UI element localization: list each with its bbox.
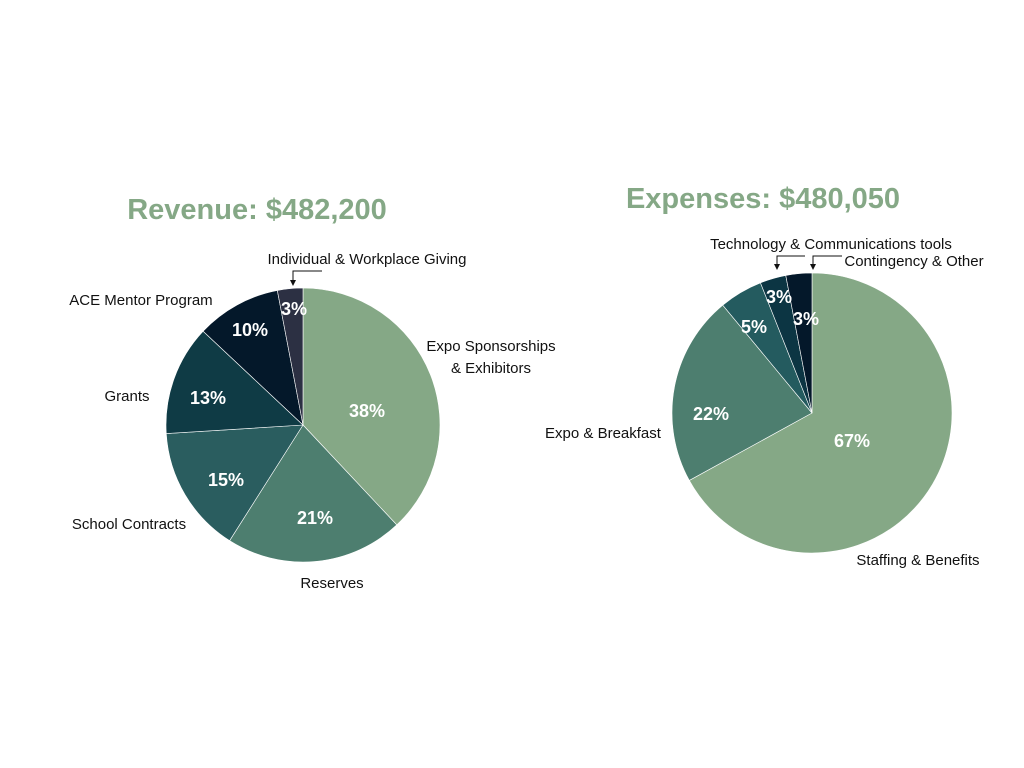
expenses-pct-label-staffing-and-benefits: 67% bbox=[834, 431, 870, 451]
revenue-slice-expo-sponsorships-and-exhibitors bbox=[302, 287, 441, 526]
revenue-pct-label-school-contracts: 15% bbox=[208, 470, 244, 490]
leader-line-technology bbox=[776, 255, 805, 266]
revenue-pct-label-reserves: 21% bbox=[297, 508, 333, 528]
revenue-category-label-ace-mentor-program: ACE Mentor Program bbox=[69, 292, 212, 309]
expenses-category-label-expo-and-breakfast: Expo & Breakfast bbox=[545, 425, 662, 442]
revenue-slice-grants bbox=[165, 330, 304, 434]
revenue-slice-individual-and-workplace-giving bbox=[276, 287, 304, 426]
expenses-category-label-staffing-and-benefits: Staffing & Benefits bbox=[856, 552, 979, 569]
revenue-slice-school-contracts bbox=[165, 424, 304, 542]
expenses-slice-contingency-and-other bbox=[785, 272, 813, 414]
expenses-pct-label-contingency-and-other: 3% bbox=[793, 309, 819, 329]
revenue-pct-label-individual-and-workplace-giving: 3% bbox=[281, 299, 307, 319]
revenue-title: Revenue: $482,200 bbox=[127, 194, 387, 226]
expenses-category-label-contingency-and-other: Contingency & Other bbox=[844, 253, 983, 270]
expenses-pct-label-slice-3: 5% bbox=[741, 317, 767, 337]
leader-line-individual-giving bbox=[292, 270, 322, 283]
expenses-pct-label-technology-and-communications-tools: 3% bbox=[766, 287, 792, 307]
leader-arrow-contingency bbox=[810, 264, 816, 270]
revenue-slice-ace-mentor-program bbox=[202, 290, 304, 426]
expenses-category-label-line: Expo & Breakfast bbox=[545, 425, 662, 442]
revenue-category-label-expo-sponsorships-and-exhibitors: Expo Sponsorships & Exhibitors bbox=[426, 338, 555, 377]
revenue-category-label-line: ACE Mentor Program bbox=[69, 292, 212, 309]
revenue-category-label-line: & Exhibitors bbox=[451, 360, 531, 377]
expenses-category-label-line: Staffing & Benefits bbox=[856, 552, 979, 569]
revenue-category-label-line: Expo Sponsorships bbox=[426, 338, 555, 355]
expenses-category-label-technology-and-communications-tools: Technology & Communications tools bbox=[710, 236, 952, 253]
revenue-slice-reserves bbox=[229, 424, 398, 563]
revenue-category-label-line: Individual & Workplace Giving bbox=[268, 251, 467, 268]
revenue-category-label-grants: Grants bbox=[104, 388, 149, 405]
revenue-category-label-school-contracts: School Contracts bbox=[72, 516, 186, 533]
expenses-slice-expo-and-breakfast bbox=[671, 304, 813, 481]
revenue-category-label-reserves: Reserves bbox=[300, 575, 363, 592]
revenue-pct-label-ace-mentor-program: 10% bbox=[232, 320, 268, 340]
revenue-pie-chart: Revenue: $482,200 38% 21% 15% 13% 10% 3% Expo… bbox=[69, 194, 555, 592]
revenue-pct-label-grants: 13% bbox=[190, 388, 226, 408]
expenses-slice-staffing-and-benefits bbox=[688, 272, 953, 554]
expenses-title: Expenses: $480,050 bbox=[626, 183, 900, 215]
expenses-pie-chart: Expenses: $480,050 67% 22% 5% 3%3% Staffing… bbox=[545, 183, 984, 569]
revenue-category-label-line: Grants bbox=[104, 388, 149, 405]
expenses-pct-label-expo-and-breakfast: 22% bbox=[693, 404, 729, 424]
revenue-pct-label-expo-sponsorships-and-exhibitors: 38% bbox=[349, 401, 385, 421]
expenses-category-label-line: Contingency & Other bbox=[844, 253, 983, 270]
revenue-category-label-line: Reserves bbox=[300, 575, 363, 592]
revenue-category-label-line: School Contracts bbox=[72, 516, 186, 533]
leader-arrow-technology bbox=[774, 264, 780, 270]
revenue-category-label-individual-and-workplace-giving: Individual & Workplace Giving bbox=[268, 251, 467, 268]
expenses-category-label-line: Technology & Communications tools bbox=[710, 236, 952, 253]
leader-arrow-individual-giving bbox=[290, 280, 296, 286]
leader-line-contingency bbox=[812, 255, 842, 266]
